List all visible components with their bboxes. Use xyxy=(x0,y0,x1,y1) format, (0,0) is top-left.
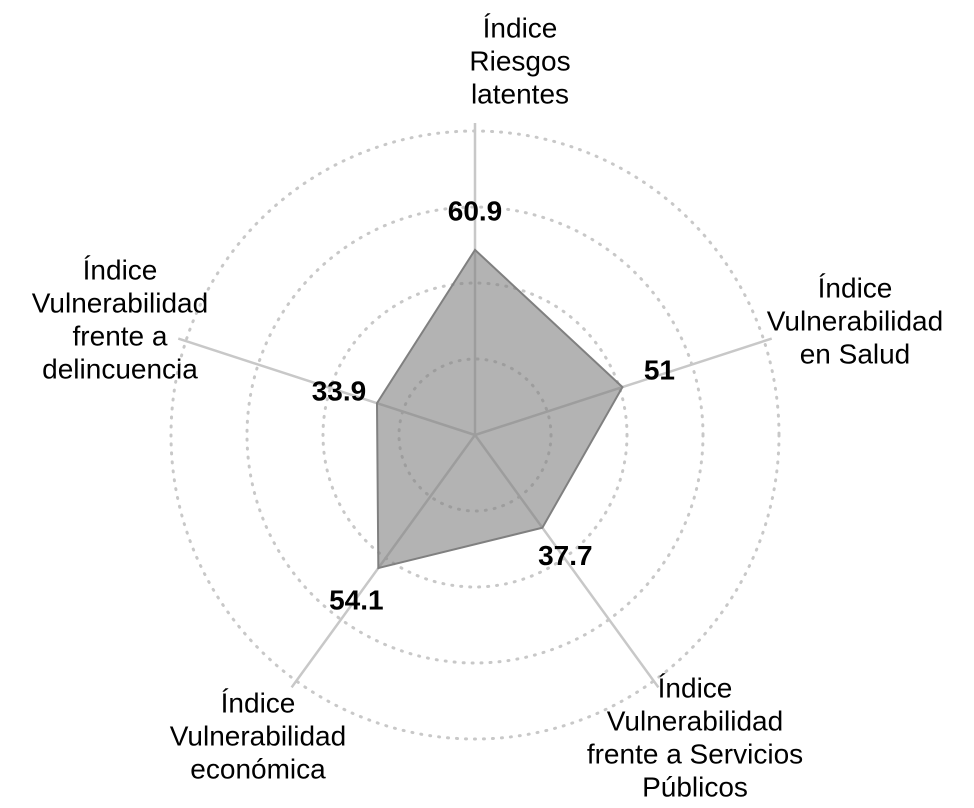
axis-label: Públicos xyxy=(642,771,748,802)
value-label: 37.7 xyxy=(538,540,593,571)
axis-label: frente a Servicios xyxy=(587,738,803,769)
value-label: 51 xyxy=(644,354,675,385)
axis-label: Índice xyxy=(483,12,558,43)
axis-label: latentes xyxy=(471,78,569,109)
grid-circle xyxy=(321,281,629,589)
value-label: 54.1 xyxy=(329,584,384,615)
axis-label: Índice xyxy=(221,687,296,718)
axis-label: frente a xyxy=(73,320,168,351)
axis-label: Índice xyxy=(818,272,893,303)
axis-label: Vulnerabilidad xyxy=(32,287,208,318)
value-label: 60.9 xyxy=(448,195,503,226)
data-area xyxy=(375,248,624,570)
axis-label: económica xyxy=(190,753,326,784)
grid-circle xyxy=(245,205,705,665)
axis-label: Vulnerabilidad xyxy=(767,305,943,336)
axis-label: en Salud xyxy=(800,338,911,369)
axis-label: Índice xyxy=(83,254,158,285)
axis-label: Vulnerabilidad xyxy=(607,705,783,736)
axis-label: delincuencia xyxy=(42,353,198,384)
axis-label: Índice xyxy=(658,672,733,703)
axis-label: Vulnerabilidad xyxy=(170,720,346,751)
axis-label: Riesgos xyxy=(469,45,570,76)
value-label: 33.9 xyxy=(312,376,367,407)
